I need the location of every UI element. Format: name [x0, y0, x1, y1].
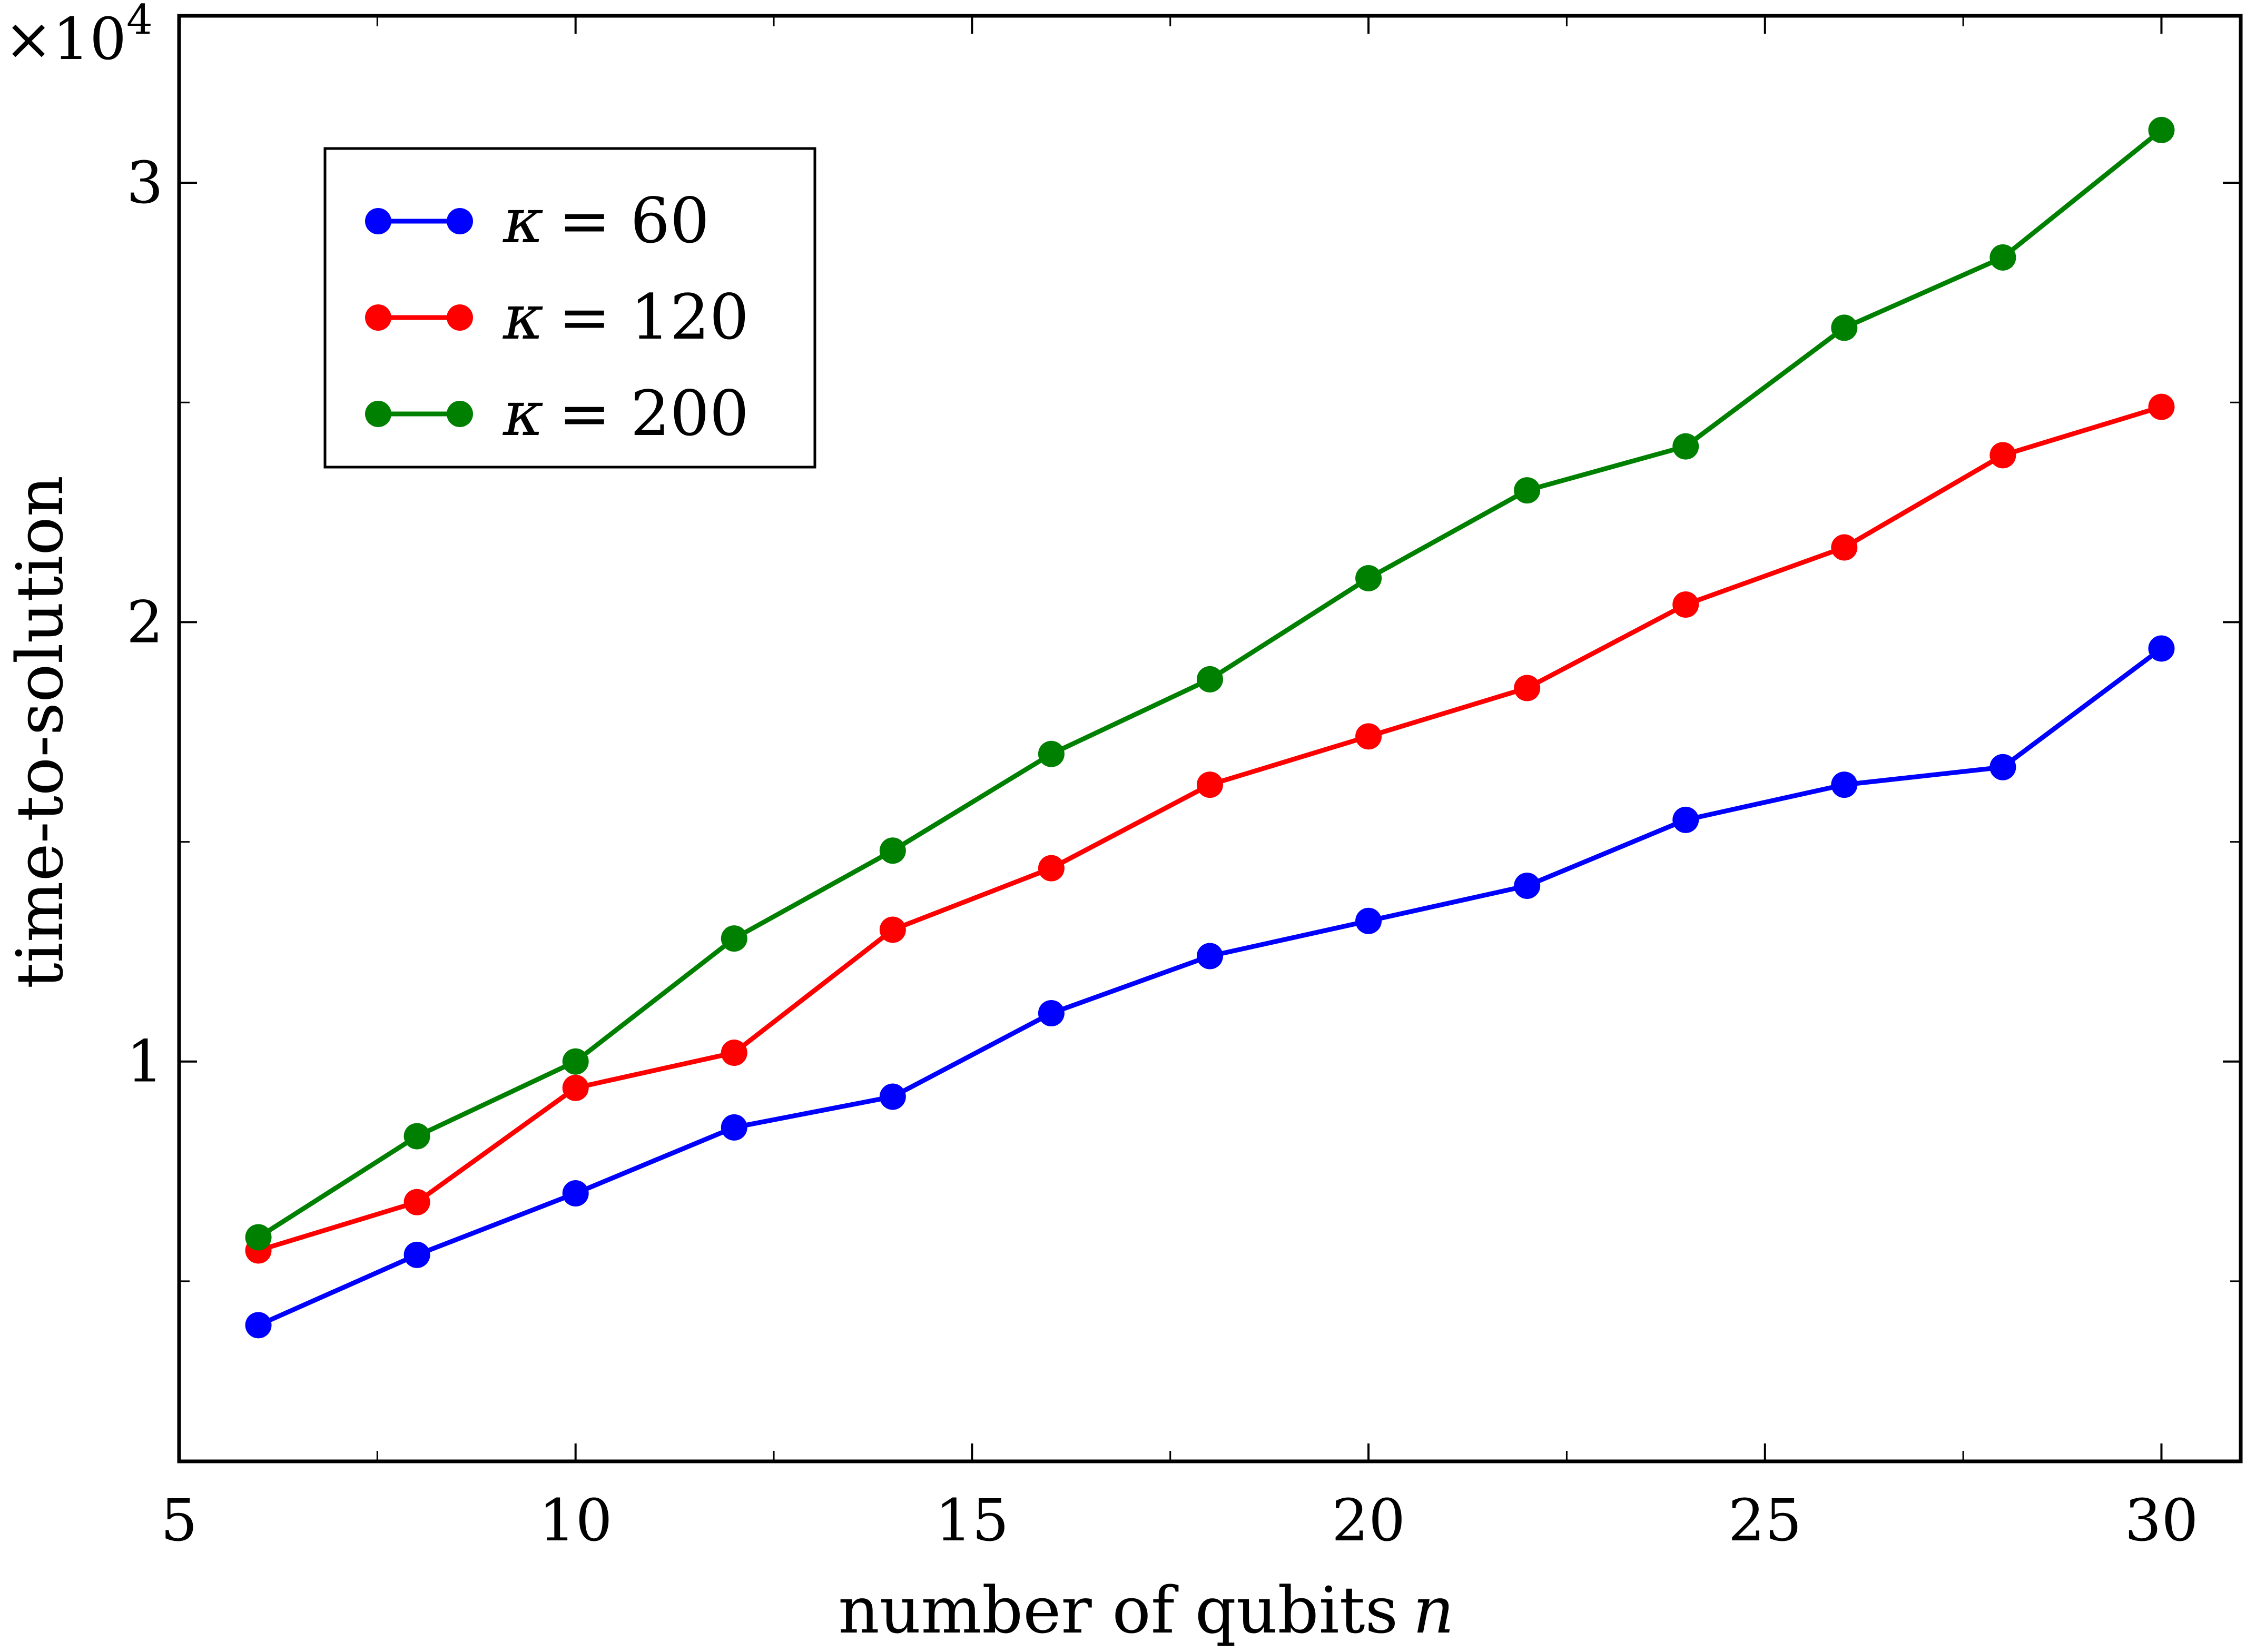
- plot-area-border: [177, 14, 2243, 1463]
- data-point: [2148, 393, 2175, 420]
- legend-marker: [365, 208, 391, 234]
- x-tick-label: 20: [1332, 1487, 1405, 1554]
- legend-label-symbol: κ: [502, 184, 544, 257]
- legend-marker: [365, 401, 391, 427]
- data-point: [1831, 314, 1858, 341]
- data-point: [1038, 740, 1065, 767]
- data-point: [1514, 477, 1541, 504]
- data-point: [1197, 666, 1223, 693]
- data-point: [1038, 855, 1065, 882]
- data-point: [1672, 806, 1699, 833]
- data-point: [879, 916, 906, 943]
- series-line: [258, 404, 2162, 1253]
- data-point: [562, 1180, 589, 1207]
- data-point: [1038, 1000, 1065, 1026]
- data-point: [1831, 534, 1858, 561]
- y-axis-title: time-to-solution: [3, 476, 77, 989]
- legend-label: κ = 200: [502, 377, 749, 450]
- legend-label-value: = 60: [558, 184, 710, 257]
- y-axis-multiplier-base: ×10: [4, 5, 126, 73]
- data-point: [1355, 723, 1382, 750]
- data-point: [721, 1040, 747, 1066]
- data-point: [245, 1312, 272, 1339]
- data-point: [245, 1224, 272, 1251]
- series-2: [245, 393, 2175, 1264]
- legend-marker: [365, 304, 391, 331]
- data-point: [403, 1189, 430, 1215]
- data-point: [403, 1123, 430, 1150]
- data-point: [1197, 943, 1223, 970]
- y-axis-multiplier: ×104: [4, 0, 153, 73]
- data-point: [1514, 675, 1541, 701]
- data-point: [721, 925, 747, 952]
- series-layer: [245, 116, 2175, 1339]
- plot-frame: [177, 14, 2243, 1463]
- legend-label-value: = 200: [558, 377, 749, 450]
- legend-label: κ = 60: [502, 184, 710, 257]
- legend-label-value: = 120: [558, 281, 749, 353]
- series-3: [245, 116, 2175, 1251]
- x-tick-label: 30: [2124, 1487, 2198, 1554]
- x-axis-title-variable: n: [1413, 1573, 1454, 1648]
- legend-entry: κ = 120: [365, 281, 749, 353]
- y-axis-multiplier-exponent: 4: [126, 0, 153, 44]
- data-point: [562, 1048, 589, 1075]
- data-point: [721, 1114, 747, 1141]
- data-point: [562, 1074, 589, 1101]
- data-point: [2148, 635, 2175, 662]
- data-point: [879, 1083, 906, 1110]
- legend-label-symbol: κ: [502, 281, 544, 353]
- data-point: [1672, 433, 1699, 460]
- data-point: [1197, 771, 1223, 798]
- legend-entry: κ = 60: [365, 184, 710, 257]
- legend-entry: κ = 200: [365, 377, 749, 450]
- legend-label: κ = 120: [502, 281, 749, 353]
- series-1: [245, 635, 2175, 1339]
- legend-marker: [447, 208, 473, 234]
- axis-ticks: 5 10 15 20 25 30 1 2 3: [126, 16, 2241, 1554]
- legend-marker: [447, 304, 473, 331]
- data-point: [1672, 591, 1699, 618]
- data-point: [2148, 116, 2175, 143]
- data-point: [403, 1241, 430, 1268]
- legend-marker: [447, 401, 473, 427]
- legend-label-symbol: κ: [502, 377, 544, 450]
- y-tick-label: 3: [126, 149, 163, 216]
- data-point: [1514, 873, 1541, 899]
- data-point: [1989, 244, 2016, 271]
- data-point: [1831, 771, 1858, 798]
- x-tick-label: 10: [539, 1487, 613, 1554]
- y-tick-label: 2: [126, 588, 163, 656]
- x-tick-label: 15: [935, 1487, 1009, 1554]
- data-point: [1989, 442, 2016, 469]
- y-tick-label: 1: [126, 1028, 163, 1095]
- axis-labels: number of qubits n time-to-solution ×104: [3, 0, 1454, 1648]
- data-point: [1355, 907, 1382, 934]
- x-axis-title-text: number of qubits: [838, 1573, 1398, 1648]
- data-point: [879, 837, 906, 864]
- x-axis-title: number of qubits n: [838, 1573, 1454, 1648]
- series-line: [257, 646, 2163, 1328]
- data-point: [1989, 754, 2016, 780]
- x-tick-label: 5: [161, 1487, 198, 1554]
- data-point: [1355, 565, 1382, 591]
- x-tick-label: 25: [1728, 1487, 1802, 1554]
